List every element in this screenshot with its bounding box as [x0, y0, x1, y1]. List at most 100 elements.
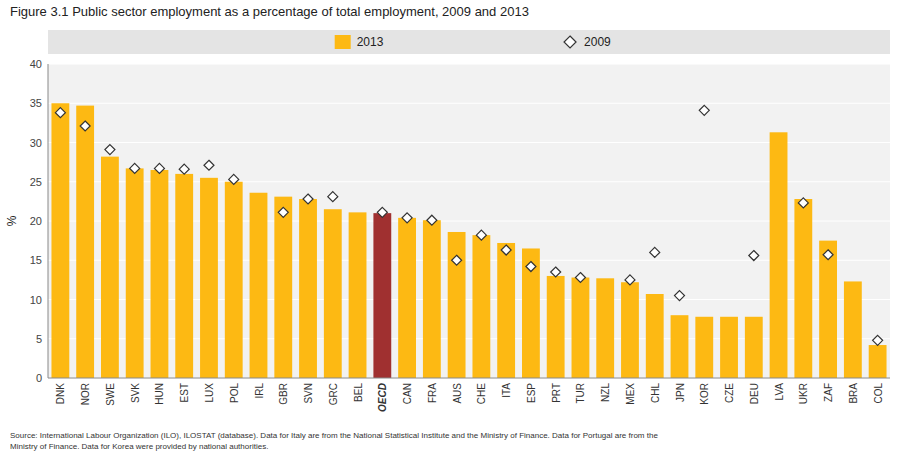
diamond-marker — [229, 174, 239, 184]
bar — [671, 315, 689, 378]
x-tick-label: SVN — [303, 383, 314, 404]
bar — [51, 103, 69, 378]
x-tick-label: GRC — [328, 383, 339, 405]
grid-line — [48, 64, 890, 65]
x-tick-label: CHE — [476, 383, 487, 404]
diamond-marker — [80, 121, 90, 131]
legend-label: 2013 — [357, 35, 384, 49]
diamond-marker — [501, 245, 511, 255]
x-tick-label: DEU — [749, 383, 760, 404]
diamond-marker — [699, 105, 709, 115]
diamond-marker — [303, 194, 313, 204]
x-tick-label: LUX — [204, 383, 215, 403]
bar — [200, 178, 218, 378]
x-axis-line — [48, 378, 890, 379]
legend-background — [48, 30, 890, 54]
y-tick-label: 0 — [36, 372, 42, 384]
x-tick-label: POL — [229, 383, 240, 403]
diamond-marker — [526, 262, 536, 272]
x-tick-label: BRA — [848, 383, 859, 404]
title: Figure 3.1 Public sector employment as a… — [10, 4, 529, 19]
x-tick-label: MEX — [625, 383, 636, 405]
diamond-marker — [452, 255, 462, 265]
bar — [621, 282, 639, 378]
bar — [695, 317, 713, 378]
diamond-marker — [476, 230, 486, 240]
grid-line — [48, 103, 890, 104]
x-tick-label: ESP — [526, 383, 537, 403]
plot-background — [48, 64, 890, 378]
bar — [794, 199, 812, 378]
bar — [472, 235, 490, 378]
bar — [274, 197, 292, 378]
bar — [547, 276, 565, 378]
bar — [572, 278, 590, 378]
diamond-marker — [328, 192, 338, 202]
diamond-marker — [278, 207, 288, 217]
grid-line — [48, 181, 890, 182]
bar — [101, 157, 119, 378]
x-tick-label: NZL — [600, 383, 611, 402]
bar — [745, 317, 763, 378]
legend: 20132009 — [48, 30, 890, 54]
legend-swatch — [335, 35, 351, 49]
bar — [596, 278, 614, 378]
grid-line — [48, 260, 890, 261]
diamond-marker — [130, 163, 140, 173]
bar — [225, 182, 243, 378]
x-tick-label: BEL — [353, 383, 364, 402]
grid-line — [48, 338, 890, 339]
diamond-marker — [427, 215, 437, 225]
bar — [126, 168, 144, 378]
bar — [324, 209, 342, 378]
y-tick-label: 20 — [30, 215, 42, 227]
bar — [151, 170, 169, 378]
diamond-marker — [179, 164, 189, 174]
diamond-marker — [675, 291, 685, 301]
plot-marks — [51, 103, 886, 378]
bar — [646, 294, 664, 378]
diamond-marker — [650, 247, 660, 257]
x-tick-label: CZE — [724, 383, 735, 403]
x-tick-label: GBR — [278, 383, 289, 405]
diamond-marker — [798, 198, 808, 208]
diamond-marker — [749, 251, 759, 261]
bar — [299, 199, 317, 378]
x-tick-label: DNK — [55, 383, 66, 404]
x-tick-label: ZAF — [823, 383, 834, 402]
bar — [869, 345, 887, 378]
diamond-marker — [377, 207, 387, 217]
source-note: Source: International Labour Organizatio… — [10, 431, 658, 451]
grid-line — [48, 378, 890, 379]
x-tick-label: HUN — [154, 383, 165, 405]
x-tick-label: IRL — [254, 383, 265, 399]
y-tick-label: 25 — [30, 176, 42, 188]
bar — [844, 281, 862, 378]
bar — [76, 106, 94, 378]
x-tick-label: UKR — [798, 383, 809, 404]
x-tick-label: FRA — [427, 383, 438, 403]
y-tick-label: 40 — [30, 58, 42, 70]
diamond-marker — [823, 250, 833, 260]
chart: Figure 3.1 Public sector employment as a… — [0, 0, 901, 461]
x-tick-label: AUS — [452, 383, 463, 404]
x-tick-label: OECD — [377, 383, 388, 412]
bar — [448, 232, 466, 378]
x-tick-label: NOR — [80, 383, 91, 405]
bar — [250, 193, 268, 378]
diamond-marker — [402, 213, 412, 223]
x-tick-label: COL — [873, 383, 884, 404]
y-axis-label: % — [5, 215, 19, 226]
x-tick-label: KOR — [699, 383, 710, 405]
x-tick-label: CHL — [650, 383, 661, 403]
y-tick-label: 10 — [30, 294, 42, 306]
diamond-marker — [105, 145, 115, 155]
bar — [522, 248, 540, 378]
x-tick-label: EST — [179, 383, 190, 402]
x-tick-label: ITA — [501, 383, 512, 398]
bar — [423, 220, 441, 378]
diamond-marker — [873, 335, 883, 345]
bar — [720, 317, 738, 378]
y-axis-line — [48, 64, 49, 378]
grid-line — [48, 299, 890, 300]
